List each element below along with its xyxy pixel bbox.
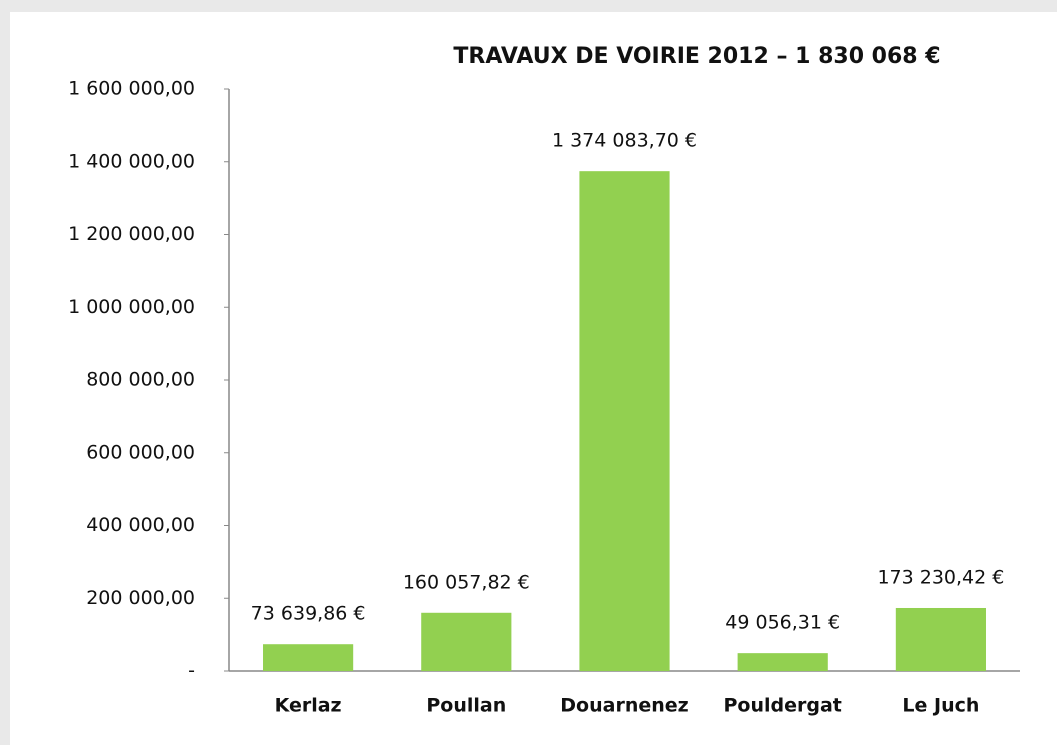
data-label: 160 057,82 € [403, 571, 530, 593]
y-tick-label: 1 400 000,00 [68, 150, 195, 172]
y-tick-label: 200 000,00 [86, 587, 195, 609]
bar [579, 171, 670, 671]
x-tick-label: Kerlaz [275, 695, 342, 717]
y-tick-label: 800 000,00 [86, 369, 195, 391]
data-label: 73 639,86 € [251, 603, 366, 625]
bar [263, 644, 354, 671]
x-tick-label: Pouldergat [724, 695, 842, 717]
x-tick-label: Le Juch [902, 695, 979, 717]
data-label: 49 056,31 € [725, 612, 840, 634]
x-tick-label: Poullan [426, 695, 506, 717]
y-tick-label: 1 000 000,00 [68, 296, 195, 318]
chart-panel [10, 12, 1057, 745]
y-tick-label: - [188, 660, 195, 682]
bar [421, 612, 512, 671]
y-tick-label: 1 200 000,00 [68, 223, 195, 245]
y-tick-label: 400 000,00 [86, 514, 195, 536]
y-tick-label: 1 600 000,00 [68, 78, 195, 100]
x-tick-label: Douarnenez [560, 695, 688, 717]
chart-title: TRAVAUX DE VOIRIE 2012 – 1 830 068 € [453, 44, 940, 69]
bar [895, 607, 986, 671]
data-label: 1 374 083,70 € [552, 130, 697, 152]
data-label: 173 230,42 € [877, 566, 1004, 588]
bar [737, 653, 828, 671]
y-tick-label: 600 000,00 [86, 441, 195, 463]
